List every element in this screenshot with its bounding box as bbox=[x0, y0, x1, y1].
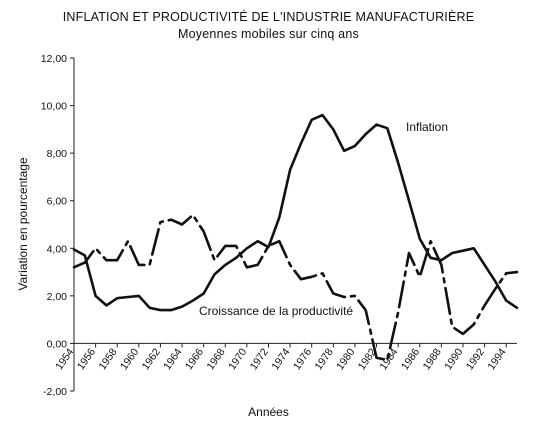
x-tick-label: 1964 bbox=[161, 346, 184, 372]
chart-title: INFLATION ET PRODUCTIVITÉ DE L'INDUSTRIE… bbox=[62, 10, 475, 24]
x-tick-label: 1972 bbox=[248, 346, 271, 372]
annotation-productivite: Croissance de la productivité bbox=[199, 304, 353, 318]
x-tick-label: 1980 bbox=[334, 346, 357, 372]
y-tick-label: 4,00 bbox=[47, 243, 68, 255]
x-tick-label: 1976 bbox=[291, 346, 314, 372]
y-tick-label: 2,00 bbox=[47, 291, 68, 303]
x-tick-label: 1960 bbox=[118, 346, 141, 372]
annotation-inflation: Inflation bbox=[406, 120, 448, 134]
x-tick-label: 1990 bbox=[442, 346, 465, 372]
y-tick-label: 8,00 bbox=[47, 148, 68, 160]
y-tick-label: 0,00 bbox=[47, 338, 68, 350]
y-tick-label: 6,00 bbox=[47, 196, 68, 208]
series-line-productivite bbox=[72, 213, 519, 362]
x-tick-label: 1994 bbox=[485, 346, 508, 372]
x-tick-label: 1956 bbox=[75, 346, 98, 372]
x-tick-label: 1968 bbox=[204, 346, 227, 372]
x-axis-label: Années bbox=[248, 405, 289, 419]
x-tick-label: 1978 bbox=[313, 346, 336, 372]
x-tick-label: 1992 bbox=[464, 346, 487, 372]
series-line-inflation bbox=[72, 113, 519, 312]
x-tick-label: 1974 bbox=[269, 346, 292, 372]
x-tick-label: 1958 bbox=[96, 346, 119, 372]
x-tick-label: 1988 bbox=[421, 346, 444, 372]
y-tick-label: -2,00 bbox=[43, 386, 67, 398]
x-tick-label: 1970 bbox=[226, 346, 249, 372]
y-tick-label: 12,00 bbox=[41, 53, 67, 65]
chart-subtitle: Moyennes mobiles sur cinq ans bbox=[178, 27, 359, 41]
x-tick-label: 1966 bbox=[183, 346, 206, 372]
x-tick-label: 1986 bbox=[399, 346, 422, 372]
y-tick-label: 10,00 bbox=[41, 101, 67, 113]
x-tick-label: 1962 bbox=[140, 346, 163, 372]
